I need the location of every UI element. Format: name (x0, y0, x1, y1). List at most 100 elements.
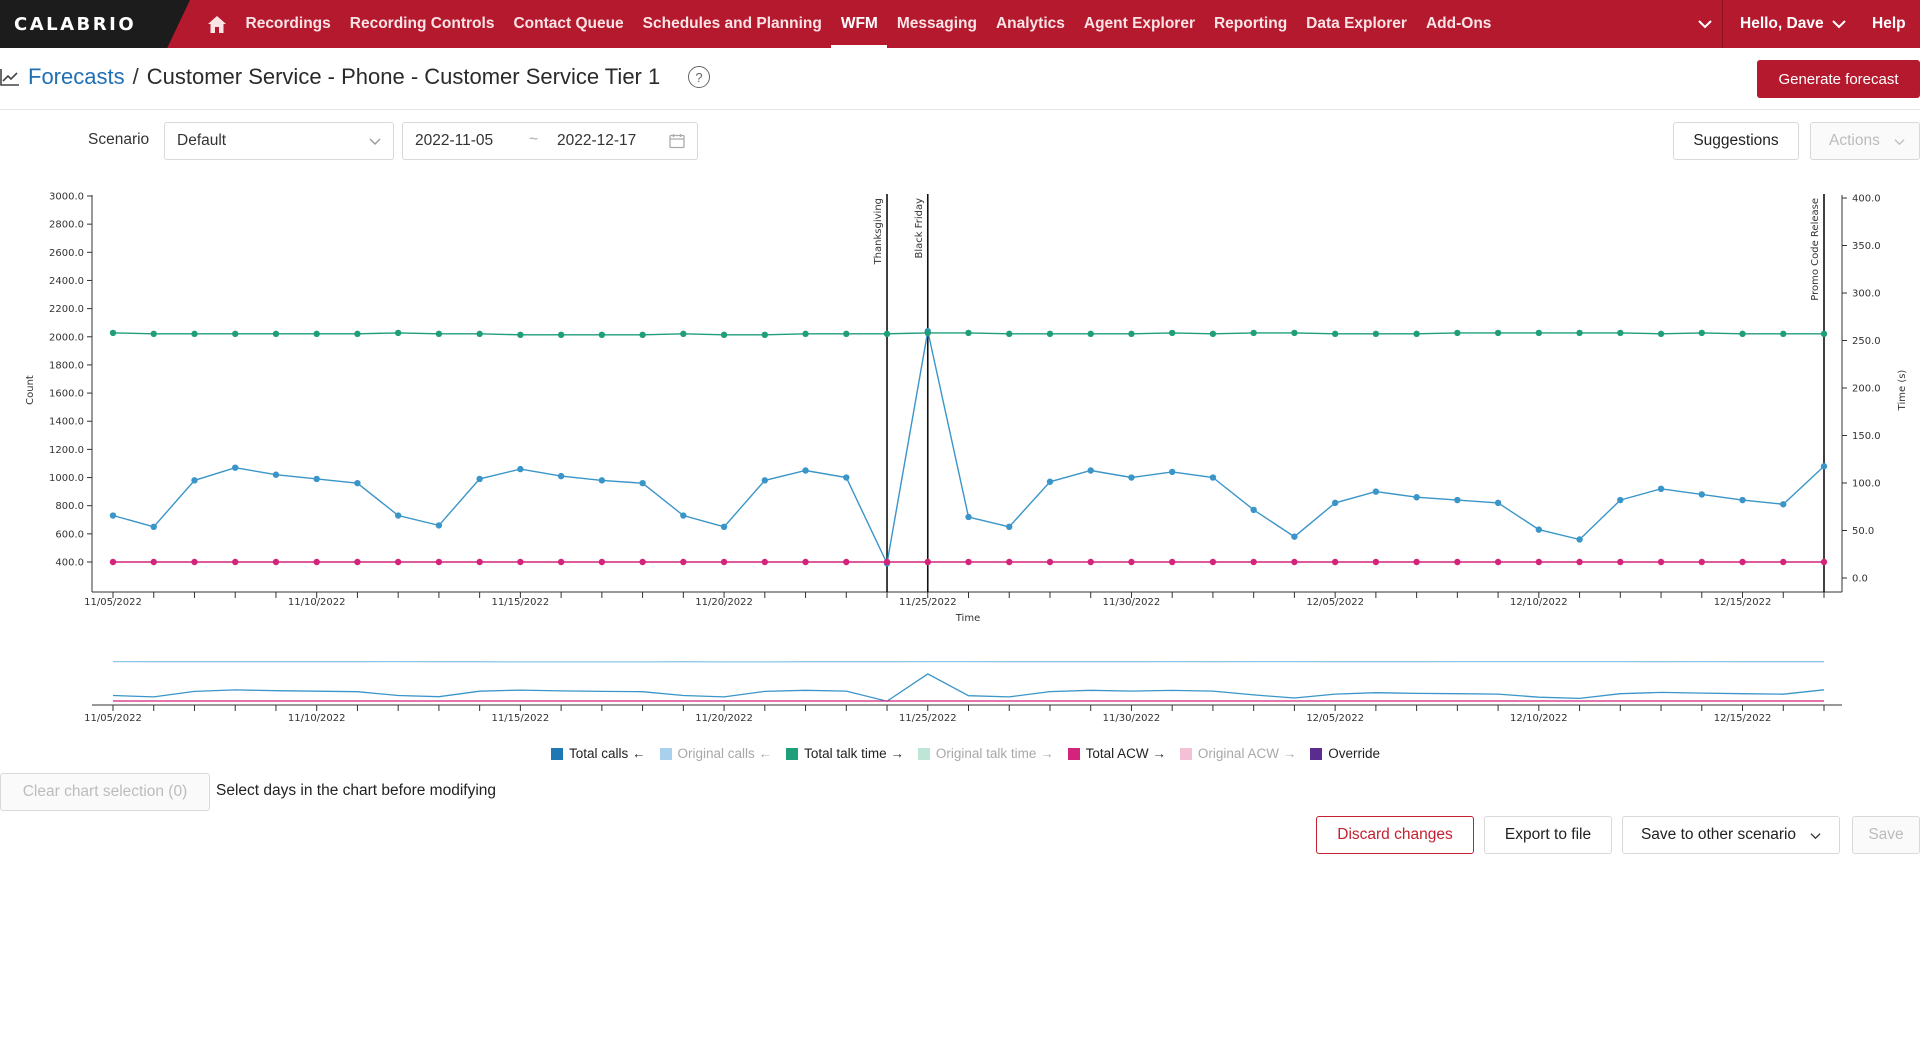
data-point (1698, 329, 1705, 337)
nav-item-reporting[interactable]: Reporting (1213, 15, 1288, 32)
data-point (313, 475, 320, 483)
date-range-start-input[interactable]: 2022-11-05 (415, 132, 494, 149)
data-point (761, 558, 769, 566)
data-point (965, 329, 972, 337)
actions-dropdown[interactable]: Actions (1810, 122, 1920, 160)
data-point (232, 330, 239, 338)
user-menu[interactable]: Hello, Dave (1740, 0, 1846, 48)
data-point (924, 558, 931, 566)
data-point (435, 330, 443, 338)
legend-item-total-calls[interactable]: Total calls ← (551, 746, 646, 761)
date-range-end-input[interactable]: 2022-12-17 (557, 132, 637, 149)
y-left-tick-label: 1000.0 (49, 473, 84, 484)
scenario-label: Scenario (88, 131, 150, 148)
logo[interactable]: CALABRIO (0, 0, 190, 48)
discard-changes-button[interactable]: Discard changes (1316, 816, 1474, 854)
breadcrumb-forecasts-link[interactable]: Forecasts (28, 64, 125, 89)
legend-label: Total talk time → (804, 746, 904, 761)
save-to-other-scenario-dropdown[interactable]: Save to other scenario (1622, 816, 1840, 854)
x-tick-label: 11/25/2022 (899, 597, 957, 608)
suggestions-button[interactable]: Suggestions (1673, 122, 1799, 160)
data-point (1209, 330, 1217, 338)
nav-item-data-explorer[interactable]: Data Explorer (1306, 15, 1407, 32)
data-point (394, 329, 402, 337)
data-point (517, 558, 524, 566)
forecast-chart[interactable]: 3000.0 2800.0 2600.0 2400.0 2200.0 2000.0 1800… (0, 180, 1920, 730)
home-icon[interactable] (204, 11, 230, 37)
help-icon[interactable]: ? (688, 66, 710, 88)
data-point (680, 558, 687, 566)
data-point (639, 558, 646, 566)
data-point (354, 330, 361, 338)
nav-more-chevron-down-icon[interactable] (1694, 12, 1716, 36)
y-axis-right-title: Time (s) (1897, 370, 1908, 412)
data-point (1006, 558, 1013, 566)
date-range-picker[interactable]: 2022-11-05 ~ 2022-12-17 (402, 122, 698, 160)
scenario-select[interactable]: Default (164, 122, 394, 160)
annotation-label: Promo Code Release (1810, 198, 1821, 301)
nav-item-recording-controls[interactable]: Recording Controls (349, 15, 495, 32)
y-left-tick-label: 2000.0 (49, 332, 84, 343)
legend-label: Override (1328, 746, 1380, 761)
data-point (680, 512, 687, 519)
calendar-icon[interactable] (669, 133, 685, 149)
line-chart-icon (0, 69, 19, 86)
nav-item-add-ons[interactable]: Add-Ons (1425, 15, 1492, 32)
data-point (313, 330, 320, 338)
data-point (1413, 494, 1420, 501)
x-tick-label: 11/15/2022 (492, 597, 550, 608)
legend-item-total-talk-time[interactable]: Total talk time → (786, 746, 904, 761)
legend-item-total-acw[interactable]: Total ACW → (1067, 746, 1166, 761)
data-point (272, 330, 280, 338)
data-point (191, 330, 198, 338)
nav-item-wfm[interactable]: WFM (831, 0, 888, 48)
x-tick-label: 12/15/2022 (1714, 597, 1772, 608)
data-point (1617, 558, 1624, 566)
x-tick-label: 11/30/2022 (1103, 597, 1161, 608)
data-point (394, 558, 402, 566)
legend-swatch (1310, 747, 1323, 760)
y-right-tick-label: 200.0 (1852, 384, 1881, 395)
save-button[interactable]: Save (1852, 816, 1920, 854)
y-right-tick-label: 300.0 (1852, 289, 1881, 300)
clear-chart-selection-button[interactable]: Clear chart selection (0) (0, 773, 210, 811)
nav-item-contact-queue[interactable]: Contact Queue (513, 15, 624, 32)
page-title: Customer Service - Phone - Customer Serv… (146, 64, 661, 89)
data-point (1454, 558, 1461, 566)
legend-swatch (1067, 747, 1080, 760)
nav-item-messaging[interactable]: Messaging (896, 15, 977, 32)
legend-item-original-calls[interactable]: Original calls ← (659, 746, 772, 761)
data-point (476, 330, 483, 338)
data-point (109, 558, 117, 566)
nav-item-schedules-and-planning[interactable]: Schedules and Planning (642, 15, 822, 32)
legend-item-original-acw[interactable]: Original ACW → (1179, 746, 1296, 761)
y-left-tick-label: 400.0 (55, 558, 84, 569)
data-point (1413, 558, 1420, 566)
data-point (1535, 558, 1543, 566)
export-to-file-button[interactable]: Export to file (1484, 816, 1612, 854)
data-point (1250, 558, 1257, 566)
data-point (639, 331, 646, 338)
chevron-down-icon (1894, 138, 1905, 145)
data-point (883, 558, 891, 566)
series-line (112, 330, 1825, 566)
data-point (476, 558, 483, 566)
data-point (1046, 558, 1054, 566)
annotation-label: Black Friday (914, 198, 925, 259)
overview-x-tick-label: 12/10/2022 (1510, 713, 1568, 724)
legend-swatch (551, 747, 563, 760)
generate-forecast-button[interactable]: Generate forecast (1757, 60, 1920, 98)
nav-item-agent-explorer[interactable]: Agent Explorer (1083, 15, 1195, 32)
nav-item-recordings[interactable]: Recordings (245, 15, 331, 32)
data-point (1128, 558, 1135, 566)
legend-item-override[interactable]: Override (1310, 746, 1380, 761)
legend-label: Original talk time → (935, 746, 1054, 761)
data-point (1331, 499, 1339, 507)
legend-item-original-talk-time[interactable]: Original talk time → (917, 746, 1054, 761)
x-tick-label: 11/05/2022 (84, 597, 142, 608)
data-point (354, 558, 361, 566)
data-point (1331, 558, 1339, 566)
y-left-tick-label: 1200.0 (49, 445, 84, 456)
help-link[interactable]: Help (1872, 15, 1906, 32)
nav-item-analytics[interactable]: Analytics (995, 15, 1065, 32)
